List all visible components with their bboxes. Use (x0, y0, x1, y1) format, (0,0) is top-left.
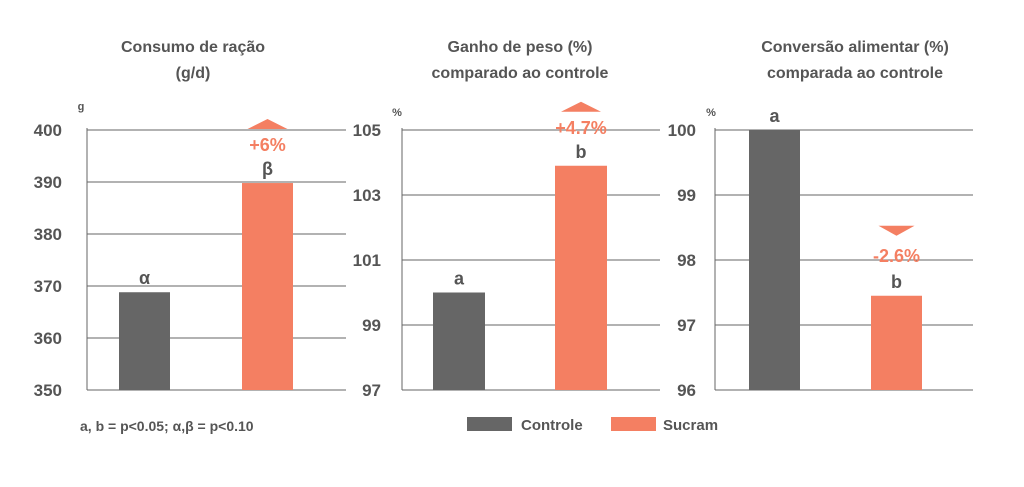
y-tick-label: 400 (34, 121, 62, 140)
bar-significance-label: β (262, 159, 273, 179)
y-tick-label: 370 (34, 277, 62, 296)
chart-panel-3: Conversão alimentar (%) comparada ao cont… (668, 39, 973, 400)
bar-controle (749, 130, 800, 390)
legend-swatch-controle (467, 417, 512, 431)
bar-sucram (555, 165, 607, 390)
y-tick-label: 97 (677, 316, 696, 335)
y-tick-label: 380 (34, 225, 62, 244)
y-tick-label: 101 (353, 251, 381, 270)
bar-significance-label: b (576, 142, 587, 162)
bar-significance-label: a (454, 269, 465, 289)
y-axis-unit: % (392, 107, 402, 119)
change-percentage-label: +4.7% (555, 118, 607, 138)
bar-controle (433, 292, 485, 390)
y-axis-unit: g (78, 101, 85, 113)
chart-title-line: comparado ao controle (432, 65, 609, 82)
chart-title-line: Conversão alimentar (%) (761, 39, 949, 56)
y-tick-label: 105 (353, 121, 381, 140)
y-tick-label: 96 (677, 381, 696, 400)
change-percentage-label: -2.6% (873, 246, 920, 266)
y-tick-label: 98 (677, 251, 696, 270)
change-percentage-label: +6% (249, 135, 286, 155)
change-down-arrow-icon (878, 225, 915, 236)
y-tick-label: 390 (34, 173, 62, 192)
bar-controle (119, 292, 170, 390)
legend-label-sucram: Sucram (663, 417, 718, 434)
y-axis-unit: % (706, 107, 716, 119)
significance-footnote: a, b = p<0.05; α,β = p<0.10 (80, 418, 254, 434)
chart-panel-1: Consumo de ração (g/d) g 350 360 370 380 390 400… (34, 39, 346, 400)
chart-title-line: Ganho de peso (%) (448, 39, 593, 56)
legend: Controle Sucram (467, 417, 718, 434)
y-tick-label: 97 (362, 381, 381, 400)
bar-sucram (242, 183, 293, 390)
chart-panel-2: Ganho de peso (%) comparado ao controle% 9… (353, 39, 660, 400)
y-tick-label: 350 (34, 381, 62, 400)
legend-label-controle: Controle (521, 417, 583, 434)
bar-significance-label: a (769, 106, 780, 126)
y-tick-label: 360 (34, 329, 62, 348)
change-up-arrow-icon (247, 119, 288, 130)
y-tick-label: 100 (668, 121, 696, 140)
y-tick-label: 103 (353, 186, 381, 205)
y-tick-label: 99 (362, 316, 381, 335)
chart-title-line: Consumo de ração (121, 39, 265, 56)
bar-sucram (871, 295, 922, 390)
chart-title-line: comparada ao controle (767, 65, 943, 82)
bar-significance-label: b (891, 272, 902, 292)
legend-swatch-sucram (611, 417, 656, 431)
chart-title-line: (g/d) (176, 65, 211, 82)
y-tick-label: 99 (677, 186, 696, 205)
change-up-arrow-icon (561, 101, 601, 112)
bar-significance-label: α (139, 268, 150, 288)
